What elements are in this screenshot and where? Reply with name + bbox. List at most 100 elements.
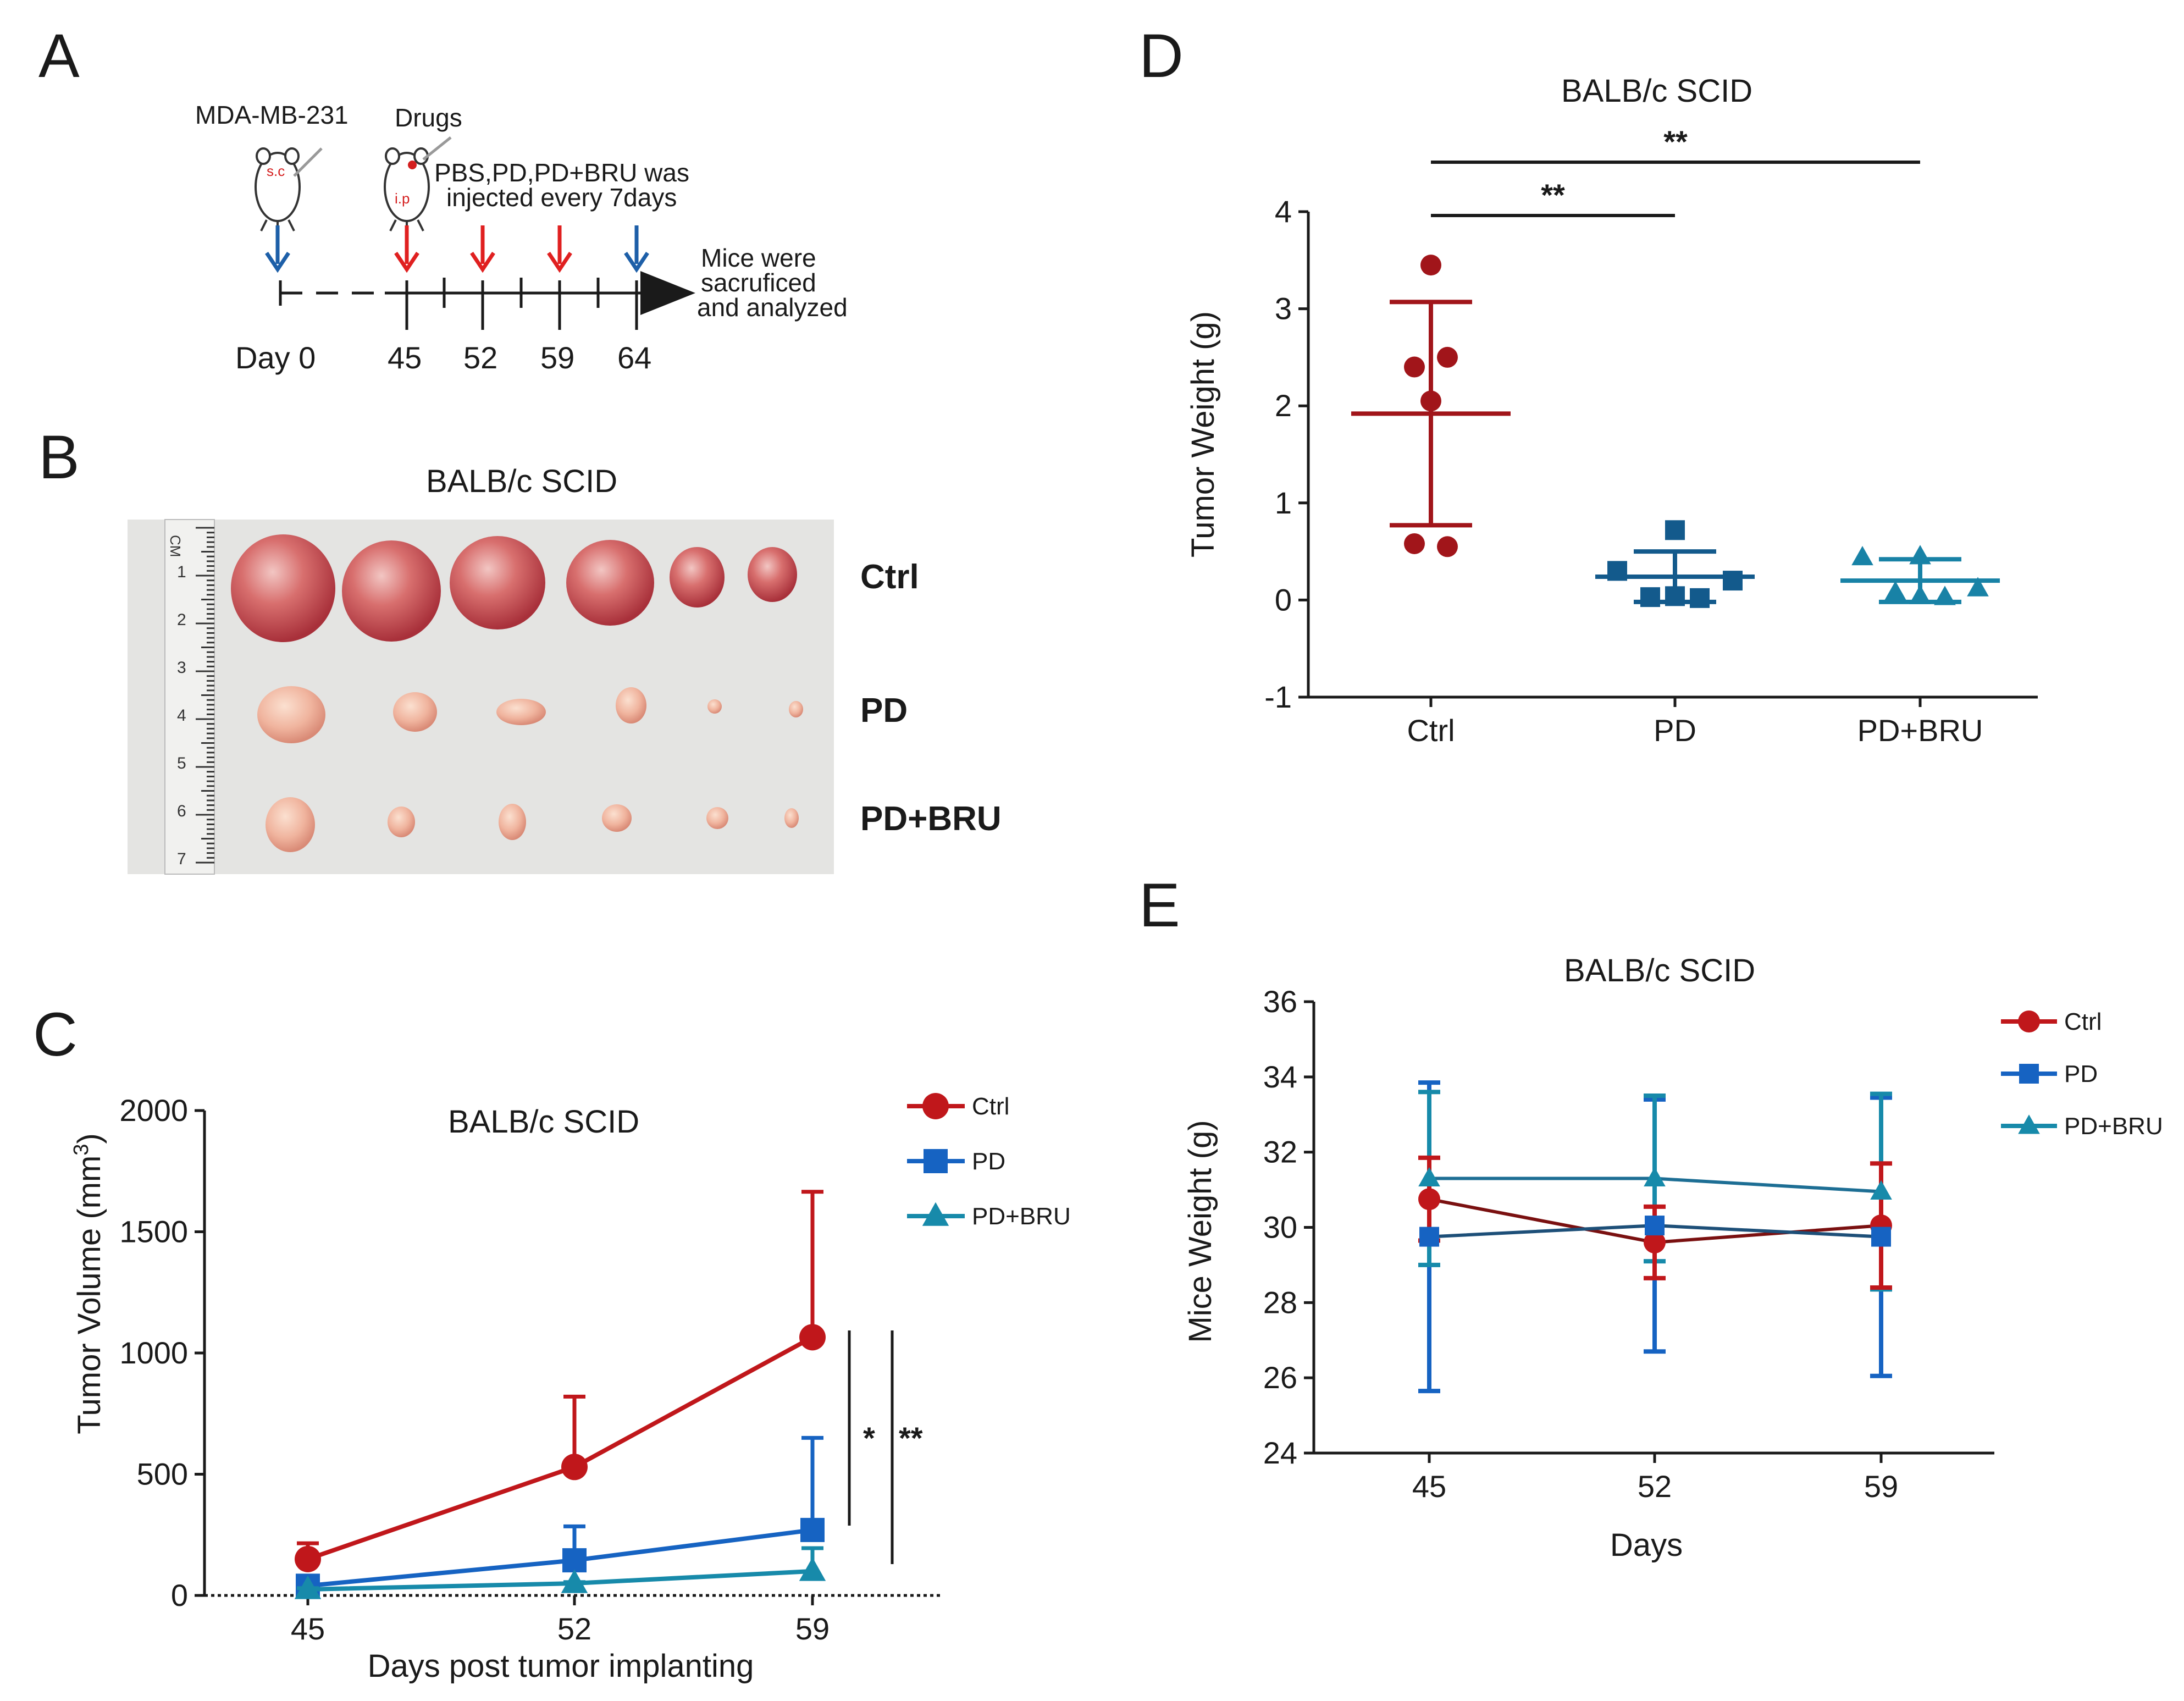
data-point bbox=[1640, 587, 1660, 608]
chart-e-xlabel: Days bbox=[1610, 1527, 1683, 1563]
tumor bbox=[496, 699, 546, 725]
y-tick-label: 30 bbox=[1263, 1210, 1297, 1245]
series-line bbox=[307, 1335, 814, 1561]
panel-b-title: BALB/c SCID bbox=[426, 463, 617, 499]
timeline bbox=[279, 271, 695, 330]
y-tick-label: 26 bbox=[1263, 1360, 1297, 1395]
panel-d-letter: D bbox=[1139, 21, 1184, 90]
x-tick-label: Ctrl bbox=[1407, 713, 1455, 748]
data-point bbox=[1404, 533, 1425, 554]
chart-e-title: BALB/c SCID bbox=[1564, 953, 1755, 988]
tumor-photo: CM 1 2 3 4 5 6 7 bbox=[128, 519, 834, 875]
panel-b-letter: B bbox=[38, 423, 80, 491]
panel-c: C BALB/c SCID 0 500 1000 1500 2000 45 52 59 Ctrl… bbox=[33, 1000, 1071, 1684]
x-tick-label: 45 bbox=[291, 1611, 325, 1646]
ruler-number: 2 bbox=[177, 611, 186, 629]
ruler-number: 4 bbox=[177, 706, 186, 725]
significance-label: ** bbox=[1663, 124, 1688, 159]
chart-e-ylabel: Mice Weight (g) bbox=[1182, 1120, 1218, 1343]
data-point bbox=[799, 1557, 826, 1581]
legend-label: PD bbox=[2064, 1061, 2098, 1087]
tumor bbox=[450, 536, 545, 629]
data-point bbox=[800, 1517, 825, 1542]
mouse-icon: i.p bbox=[384, 136, 452, 234]
tumor bbox=[566, 540, 654, 626]
ruler-number: 7 bbox=[177, 850, 186, 868]
row-label-ctrl: Ctrl bbox=[860, 558, 919, 596]
data-point bbox=[1723, 571, 1743, 591]
chart-c-ylabel-sup: 3 bbox=[70, 1144, 93, 1156]
chart-d: -1 0 1 2 3 4 Ctrl PD PD+BRU ** ** bbox=[1264, 124, 2038, 748]
ctrl-tumors bbox=[231, 534, 797, 642]
legend-marker bbox=[2018, 1114, 2040, 1134]
y-tick-label: -1 bbox=[1264, 680, 1292, 714]
panel-a: A MDA-MB-231 Drugs s.c i.p PBS,PD,PD+BRU… bbox=[38, 21, 848, 375]
y-tick-label: 1 bbox=[1275, 485, 1292, 520]
data-point bbox=[294, 1575, 322, 1599]
panel-c-letter: C bbox=[33, 1000, 78, 1069]
pd-tumors bbox=[257, 686, 803, 743]
y-tick-label: 4 bbox=[1275, 194, 1292, 229]
data-point bbox=[1909, 584, 1931, 604]
legend-label: Ctrl bbox=[2064, 1008, 2102, 1035]
chart-c-ylabel: Tumor Volume (mm3) bbox=[70, 1133, 107, 1434]
data-point bbox=[561, 1454, 588, 1481]
significance-label: * bbox=[863, 1421, 875, 1455]
tumor bbox=[748, 547, 797, 602]
y-tick-label: 36 bbox=[1263, 984, 1297, 1019]
chart-c-ylabel-main: Tumor Volume (mm bbox=[71, 1156, 107, 1434]
injection-text-line1: PBS,PD,PD+BRU was bbox=[434, 158, 689, 187]
tumor bbox=[266, 797, 315, 852]
data-point bbox=[1967, 577, 1989, 597]
legend-marker bbox=[924, 1149, 948, 1173]
chart-e: 24 26 28 30 32 34 36 45 52 59 Ctrl PD PD+BRU bbox=[1263, 984, 2163, 1504]
row-label-pd: PD bbox=[860, 692, 908, 730]
y-tick-label: 1500 bbox=[119, 1214, 188, 1249]
data-point bbox=[1420, 255, 1441, 276]
y-tick-label: 2 bbox=[1275, 388, 1292, 423]
day-zero-label: Day 0 bbox=[235, 340, 316, 375]
day-label: 64 bbox=[617, 340, 651, 375]
data-point bbox=[1665, 520, 1685, 540]
legend-label: PD bbox=[972, 1148, 1005, 1175]
data-point bbox=[295, 1545, 321, 1572]
data-point bbox=[1870, 1180, 1892, 1200]
y-tick-label: 32 bbox=[1263, 1135, 1297, 1169]
timeline-arrows bbox=[265, 225, 649, 273]
data-point bbox=[1690, 588, 1710, 608]
data-point bbox=[1851, 545, 1873, 566]
end-text-line1: Mice were bbox=[701, 244, 816, 272]
chart-c-ylabel-close: ) bbox=[71, 1133, 107, 1144]
end-text-line3: and analyzed bbox=[697, 293, 848, 322]
legend-label: PD+BRU bbox=[2064, 1113, 2163, 1140]
day-label: 52 bbox=[463, 340, 497, 375]
chart-c-title: BALB/c SCID bbox=[448, 1104, 639, 1140]
panel-a-letter: A bbox=[38, 21, 80, 90]
y-tick-label: 1000 bbox=[119, 1335, 188, 1370]
panel-e-letter: E bbox=[1139, 871, 1180, 940]
blue-arrow-icon bbox=[265, 225, 290, 273]
sc-label: s.c bbox=[267, 163, 285, 179]
x-tick-label: PD+BRU bbox=[1857, 713, 1983, 748]
legend-label: PD+BRU bbox=[972, 1203, 1071, 1230]
blue-arrow-icon bbox=[624, 225, 649, 273]
row-label-pd-bru: PD+BRU bbox=[860, 800, 1002, 838]
x-tick-label: 52 bbox=[1638, 1469, 1672, 1504]
panel-b: B BALB/c SCID CM 1 2 3 4 5 6 7 bbox=[38, 423, 1002, 875]
drugs-label: Drugs bbox=[395, 103, 462, 132]
panel-e: E BALB/c SCID 24 26 28 30 32 34 36 45 52 59 Ctrl PD… bbox=[1139, 871, 2163, 1563]
ruler-number: 6 bbox=[177, 802, 186, 820]
chart-d-ylabel: Tumor Weight (g) bbox=[1185, 311, 1221, 557]
day-label: 45 bbox=[388, 340, 422, 375]
y-tick-label: 24 bbox=[1263, 1435, 1297, 1470]
chart-c-xlabel: Days post tumor implanting bbox=[368, 1648, 754, 1684]
y-tick-label: 0 bbox=[1275, 582, 1292, 617]
series-line bbox=[307, 1527, 813, 1588]
tumor bbox=[393, 692, 437, 732]
tumor bbox=[616, 687, 646, 724]
y-tick-label: 2000 bbox=[119, 1093, 188, 1128]
tumor bbox=[670, 547, 725, 608]
x-tick-label: 52 bbox=[557, 1611, 591, 1646]
red-arrow-icon bbox=[547, 225, 572, 273]
